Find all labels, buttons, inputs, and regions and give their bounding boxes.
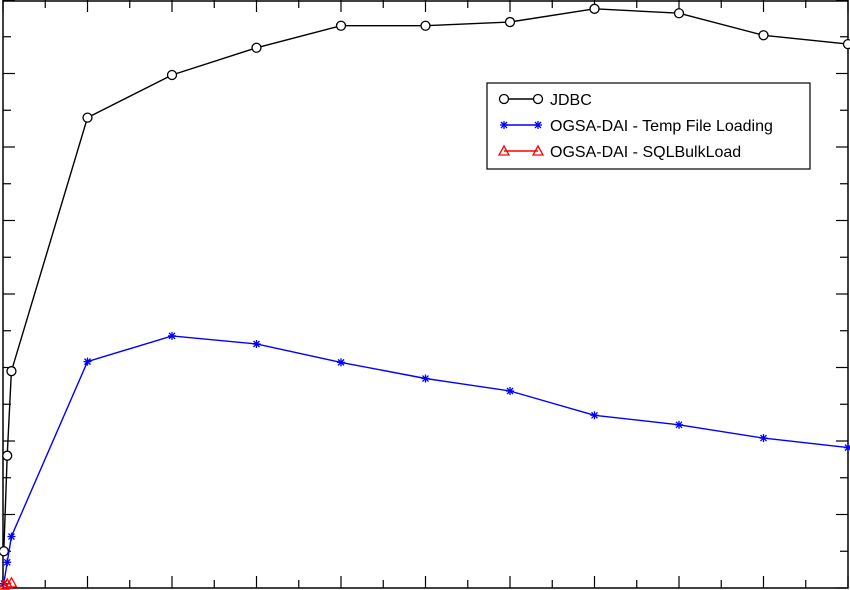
data-point <box>337 358 345 367</box>
data-point <box>759 434 768 443</box>
legend-item: JDBC <box>498 92 592 109</box>
data-point <box>844 443 850 452</box>
data-point <box>673 8 685 19</box>
data-point <box>251 42 262 53</box>
data-point <box>842 38 850 50</box>
series-ogsa-dai-temp-file-loading <box>0 331 850 588</box>
data-point <box>82 112 93 123</box>
series-ogsa-dai-sqlbulkload <box>0 576 18 590</box>
data-point <box>5 576 18 588</box>
data-point <box>168 331 176 340</box>
series-jdbc <box>0 3 850 557</box>
legend-label: OGSA-DAI - Temp File Loading <box>550 118 773 135</box>
legend-label: OGSA-DAI - SQLBulkLoad <box>550 144 741 161</box>
data-point <box>590 411 599 420</box>
data-point <box>0 578 10 590</box>
series-line <box>3 335 849 584</box>
legend: JDBC OGSA-DAI - Temp File Loading OGSA-DAI… <box>486 82 811 170</box>
legend-marker <box>498 93 510 105</box>
legend-marker <box>497 144 511 156</box>
legend-marker <box>500 121 508 129</box>
data-point <box>758 30 769 41</box>
data-point <box>589 3 600 14</box>
data-point <box>0 546 9 557</box>
legend-marker <box>532 93 544 105</box>
data-point <box>252 339 261 348</box>
data-point <box>83 357 92 366</box>
data-point <box>166 69 178 81</box>
data-point <box>421 374 430 383</box>
legend-marker <box>534 121 542 129</box>
data-point <box>7 532 16 541</box>
data-point <box>1 577 14 589</box>
data-point <box>675 420 683 429</box>
legend-item: OGSA-DAI - SQLBulkLoad <box>497 144 741 161</box>
legend-marker <box>531 144 545 156</box>
data-point <box>335 20 347 31</box>
data-point <box>2 450 13 461</box>
data-point <box>3 558 12 567</box>
data-point <box>506 387 514 396</box>
data-point <box>420 20 431 31</box>
legend-label: JDBC <box>550 92 592 109</box>
data-point <box>504 16 516 28</box>
legend-item: OGSA-DAI - Temp File Loading <box>500 118 773 135</box>
data-point <box>6 366 17 377</box>
series-layer <box>0 3 850 590</box>
